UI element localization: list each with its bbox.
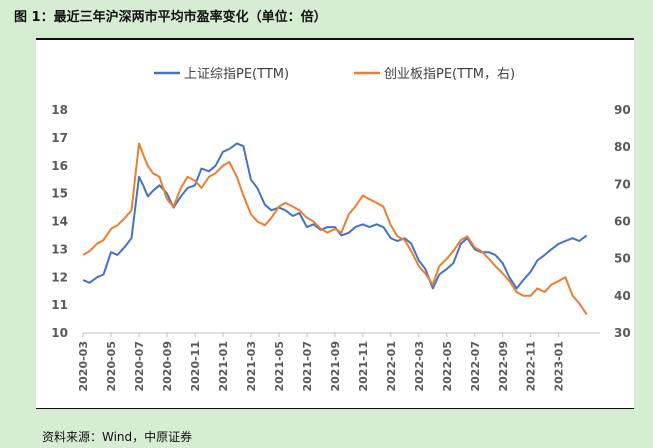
legend-label: 上证综指PE(TTM): [184, 67, 289, 82]
x-tick-label: 2020-05: [105, 341, 118, 392]
y-left-tick-label: 13: [51, 242, 68, 256]
x-tick-label: 2021-03: [245, 341, 258, 392]
figure-title: 图 1：最近三年沪深两市平均市盈率变化（单位：倍）: [14, 10, 327, 25]
series-lines: [82, 142, 588, 315]
bottom-rule: [36, 408, 634, 409]
y-left-tick-label: 14: [51, 215, 68, 229]
axes: 10 11 12 13 14 15 16 17 18 30 40 50 60 70 80 90 2020-03 2…: [51, 103, 630, 392]
x-tick-label: 2021-07: [301, 341, 314, 392]
x-tick-label: 2021-11: [357, 341, 370, 392]
y-left-tick-label: 11: [51, 298, 68, 312]
legend-item-chinext: 创业板指PE(TTM，右): [354, 67, 515, 82]
x-tick-label: 2022-11: [525, 341, 538, 392]
x-tick-label: 2021-01: [217, 341, 230, 392]
y-right-tick-label: 60: [614, 215, 631, 229]
y-left-tick-label: 12: [51, 270, 68, 284]
x-tick-label: 2023-01: [553, 341, 566, 392]
y-left-tick-label: 18: [51, 103, 68, 117]
legend: 上证综指PE(TTM) 创业板指PE(TTM，右): [154, 67, 515, 82]
x-tick-label: 2022-03: [413, 341, 426, 392]
series-line-chinext: [82, 142, 588, 315]
y-left-tick-label: 17: [51, 131, 68, 145]
legend-item-shanghai: 上证综指PE(TTM): [154, 67, 289, 82]
y-left-tick-label: 15: [51, 187, 68, 201]
series-line-shanghai: [82, 142, 588, 290]
x-tick-label: 2020-07: [133, 341, 146, 392]
legend-label: 创业板指PE(TTM，右): [384, 67, 515, 82]
pe-line-chart: 上证综指PE(TTM) 创业板指PE(TTM，右) 101112131415161…: [51, 67, 630, 392]
y-right-tick-label: 70: [614, 177, 631, 191]
x-tick-label: 2022-05: [441, 341, 454, 392]
x-tick-label: 2020-11: [189, 341, 202, 392]
x-tick-label: 2022-07: [469, 341, 482, 392]
top-rule: [36, 38, 634, 40]
y-right-tick-label: 90: [614, 103, 631, 117]
x-tick-label: 2021-05: [273, 341, 286, 392]
x-tick-label: 2021-09: [329, 341, 342, 392]
y-right-tick-label: 40: [614, 289, 631, 303]
x-tick-label: 2022-09: [497, 341, 510, 392]
x-tick-label: 2020-03: [77, 341, 90, 392]
x-tick-label: 2022-01: [385, 341, 398, 392]
source-note: 资料来源：Wind，中原证券: [42, 430, 193, 444]
chart-panel: 上证综指PE(TTM) 创业板指PE(TTM，右) 10 11 12 13 14 15 16 1…: [36, 40, 634, 408]
x-tick-label: 2020-09: [161, 341, 174, 392]
y-right-tick-label: 80: [614, 140, 631, 154]
y-right-tick-label: 30: [614, 326, 631, 340]
y-right-tick-label: 50: [614, 252, 631, 266]
y-left-tick-label: 16: [51, 159, 68, 173]
y-left-tick-label: 10: [51, 326, 68, 340]
